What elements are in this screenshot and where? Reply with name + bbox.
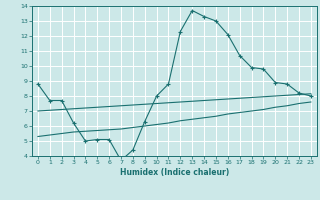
X-axis label: Humidex (Indice chaleur): Humidex (Indice chaleur) — [120, 168, 229, 177]
